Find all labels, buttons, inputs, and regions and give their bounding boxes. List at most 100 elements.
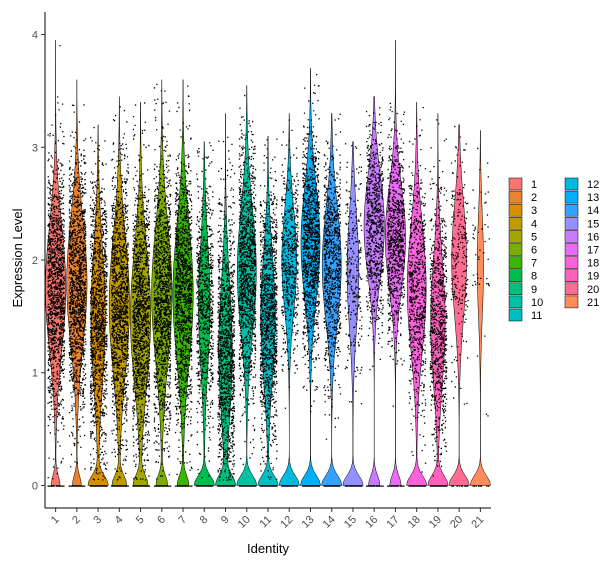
x-tick-label-9: 9: [219, 514, 232, 527]
violin-4: [108, 96, 130, 486]
y-tick-label-0: 0: [32, 480, 38, 492]
points-9: [217, 136, 236, 487]
legend-key-15: [564, 217, 579, 230]
x-tick-label-20: 20: [448, 514, 465, 531]
violin-14: [321, 113, 343, 486]
legend-label-17: 17: [587, 245, 599, 257]
legend-key-14: [564, 203, 579, 217]
y-tick-label-4: 4: [32, 30, 38, 42]
axes-layer: [41, 12, 491, 512]
y-tick-label-3: 3: [32, 142, 38, 154]
violin-8: [193, 141, 215, 486]
legend-label-21: 21: [587, 297, 599, 309]
points-15: [344, 143, 363, 487]
points-5: [132, 102, 151, 487]
x-tick-label-14: 14: [321, 514, 338, 531]
legend-label-16: 16: [587, 231, 599, 243]
legend-key-18: [564, 256, 579, 269]
legend-label-1: 1: [531, 179, 537, 191]
legend-key-16: [564, 230, 579, 243]
x-tick-label-17: 17: [384, 514, 401, 531]
x-tick-label-13: 13: [299, 514, 316, 531]
points-10: [238, 94, 257, 487]
x-tick-label-2: 2: [70, 514, 83, 527]
y-axis-title: Expression Level: [10, 208, 25, 307]
legend-label-15: 15: [587, 218, 599, 230]
legend-key-8: [508, 269, 523, 282]
x-tick-label-5: 5: [134, 514, 147, 527]
legend-label-20: 20: [587, 284, 599, 296]
x-tick-label-6: 6: [155, 514, 168, 527]
violin-21: [469, 130, 491, 486]
x-tick-label-3: 3: [91, 514, 104, 527]
points-1: [47, 45, 66, 487]
legend-key-10: [508, 295, 523, 309]
legend-key-5: [508, 230, 523, 243]
x-tick-label-15: 15: [342, 514, 359, 531]
x-tick-label-8: 8: [198, 514, 211, 527]
points-8: [195, 142, 214, 487]
violin-19: [427, 113, 449, 486]
x-tick-label-4: 4: [113, 514, 126, 527]
legend-key-3: [508, 203, 523, 217]
legend-label-5: 5: [531, 231, 537, 243]
legend-label-9: 9: [531, 284, 537, 296]
legend-key-13: [564, 190, 579, 204]
points-12: [280, 119, 299, 487]
y-tick-label-2: 2: [32, 255, 38, 267]
x-tick-label-10: 10: [236, 514, 253, 531]
legend-key-12: [564, 177, 579, 191]
legend-key-9: [508, 282, 523, 296]
legend-label-7: 7: [531, 258, 537, 270]
legend-label-19: 19: [587, 271, 599, 283]
points-4: [111, 106, 129, 487]
legend-key-21: [564, 295, 579, 309]
x-tick-label-19: 19: [427, 514, 444, 531]
legend-label-13: 13: [587, 192, 599, 204]
x-axis-title: Identity: [247, 541, 289, 556]
legend-key-4: [508, 217, 523, 230]
points-19: [429, 119, 448, 487]
points-13: [302, 74, 321, 487]
legend-label-14: 14: [587, 205, 599, 217]
x-tick-label-12: 12: [278, 514, 295, 531]
legend-label-10: 10: [531, 297, 543, 309]
legend-label-4: 4: [531, 218, 537, 230]
x-tick-label-16: 16: [363, 514, 380, 531]
legend-key-17: [564, 243, 579, 256]
legend-label-11: 11: [531, 310, 542, 322]
legend-key-6: [508, 243, 523, 256]
points-14: [323, 113, 342, 487]
x-tick-label-21: 21: [469, 514, 486, 531]
legend-label-6: 6: [531, 245, 537, 257]
x-tick-label-1: 1: [49, 514, 62, 527]
y-tick-label-1: 1: [32, 368, 38, 380]
violin-17: [384, 39, 406, 486]
legend-label-3: 3: [531, 205, 537, 217]
legend-key-20: [564, 282, 579, 296]
legend-label-2: 2: [531, 192, 537, 204]
points-2: [68, 104, 87, 487]
legend-label-8: 8: [531, 271, 537, 283]
legend-label-18: 18: [587, 258, 599, 270]
violin-18: [406, 101, 428, 486]
points-17: [387, 102, 406, 487]
x-tick-label-7: 7: [176, 514, 189, 527]
violin-15: [342, 141, 364, 486]
legend-key-2: [508, 190, 523, 204]
jitter-points-layer: [47, 45, 490, 487]
legend-key-11: [508, 308, 523, 322]
points-6: [153, 83, 172, 487]
legend-key-19: [564, 269, 579, 282]
x-tick-label-18: 18: [406, 514, 423, 531]
points-3: [89, 127, 108, 487]
points-7: [174, 85, 193, 487]
legend-label-12: 12: [587, 179, 599, 191]
x-tick-label-11: 11: [258, 514, 275, 531]
legend-key-1: [508, 177, 523, 191]
legend-key-7: [508, 256, 523, 269]
points-16: [365, 107, 384, 487]
points-18: [408, 107, 427, 487]
